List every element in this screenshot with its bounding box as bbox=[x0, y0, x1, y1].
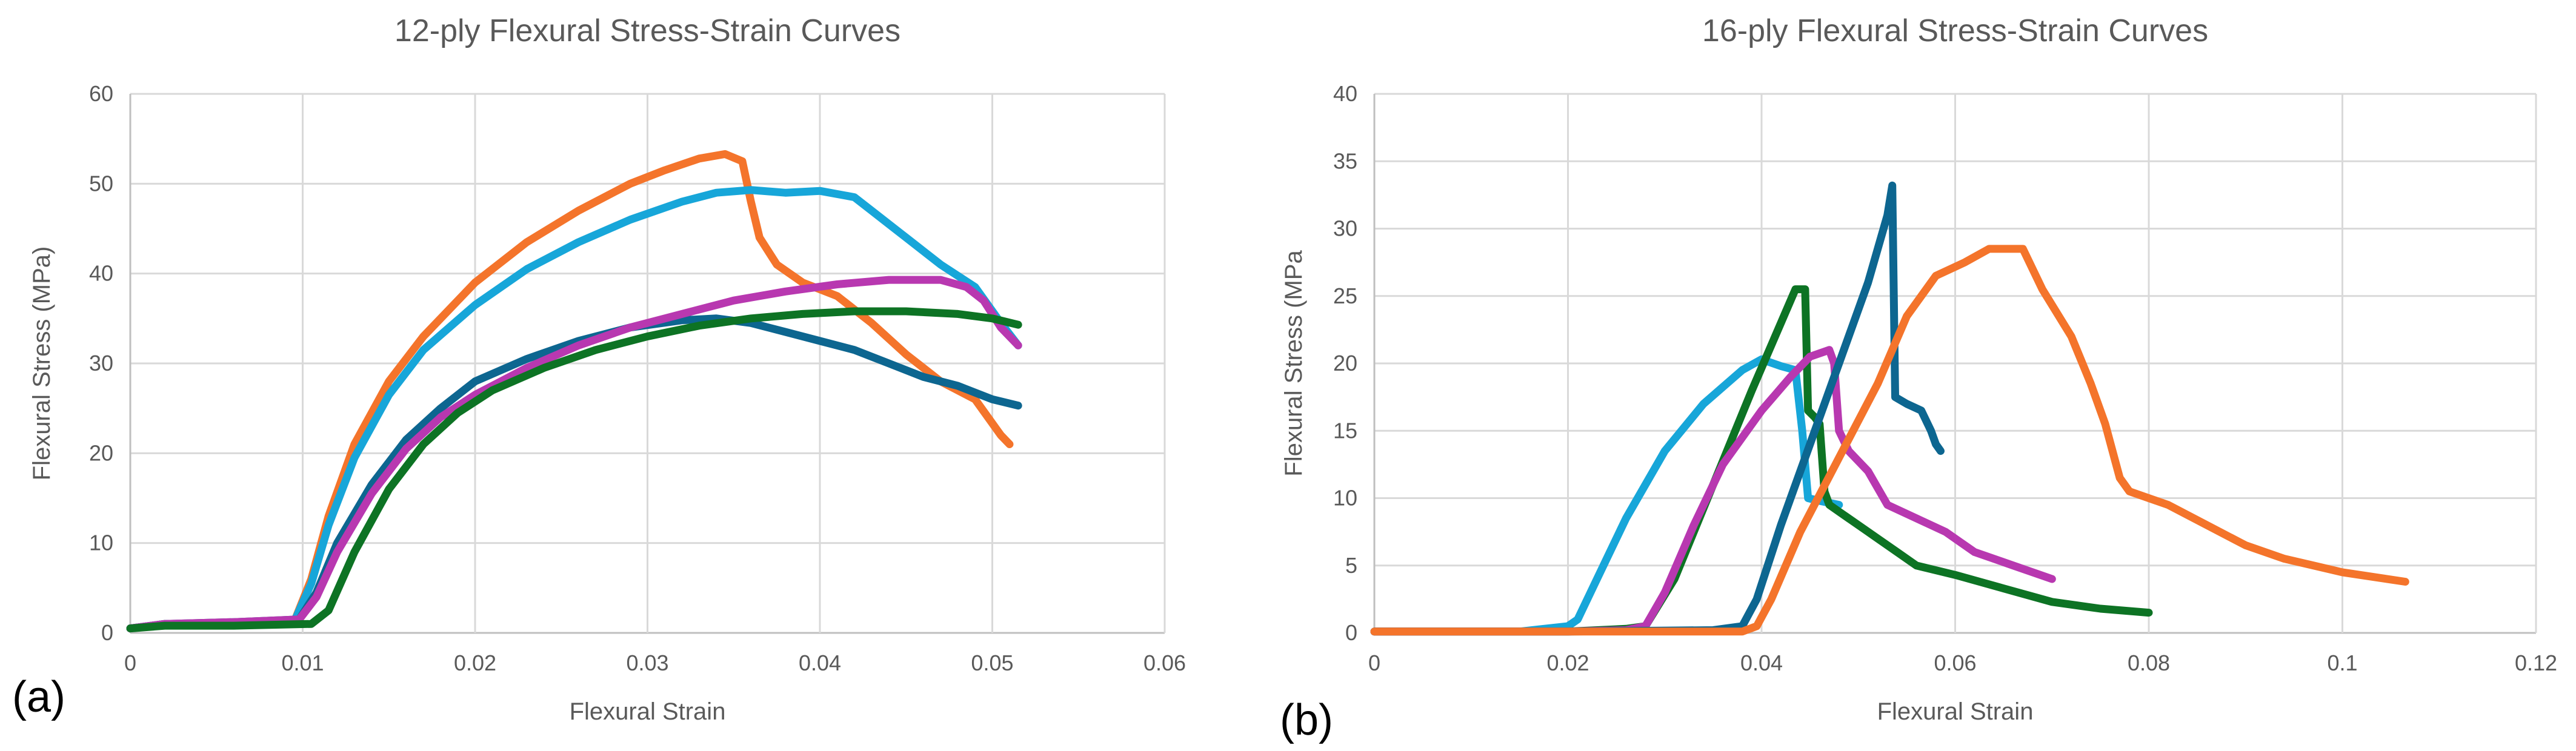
y-tick-label: 60 bbox=[89, 81, 113, 106]
panel-label: (a) bbox=[12, 673, 65, 721]
series-line-magenta bbox=[1370, 346, 2056, 636]
series-line-green bbox=[126, 307, 1022, 633]
y-tick-label: 40 bbox=[89, 261, 113, 286]
x-tick-label: 0.06 bbox=[1143, 650, 1186, 675]
x-tick-label: 0.02 bbox=[1546, 650, 1589, 675]
y-tick-label: 50 bbox=[89, 171, 113, 196]
y-tick-label: 25 bbox=[1333, 283, 1357, 308]
x-tick-label: 0.08 bbox=[2128, 650, 2170, 675]
x-tick-label: 0.04 bbox=[799, 650, 841, 675]
x-tick-label: 0.06 bbox=[1934, 650, 1976, 675]
x-tick-label: 0 bbox=[124, 650, 136, 675]
x-tick-label: 0.1 bbox=[2327, 650, 2357, 675]
y-axis-label: Flexural Stress (MPa) bbox=[28, 246, 55, 481]
chart-title: 16-ply Flexural Stress-Strain Curves bbox=[1702, 13, 2208, 48]
series-line-light-blue bbox=[126, 186, 1022, 633]
series-line-dark-blue bbox=[1370, 181, 1945, 636]
chart-12-ply: 0 10 20 30 40 50 60 0 0.01 0.02 0.03 0.04 0.05 0.06 12… bbox=[12, 13, 1186, 725]
y-tick-label: 5 bbox=[1345, 553, 1357, 578]
y-tick-label: 15 bbox=[1333, 418, 1357, 443]
y-tick-label: 20 bbox=[89, 440, 113, 465]
panel-label: (b) bbox=[1280, 696, 1333, 744]
y-tick-label: 20 bbox=[1333, 351, 1357, 375]
x-tick-label: 0.05 bbox=[971, 650, 1013, 675]
y-tick-label: 30 bbox=[1333, 216, 1357, 241]
x-tick-label: 0.03 bbox=[626, 650, 668, 675]
series-line-orange bbox=[126, 150, 1014, 633]
x-axis-label: Flexural Strain bbox=[1877, 698, 2034, 725]
x-tick-label: 0.02 bbox=[454, 650, 496, 675]
y-tick-label: 35 bbox=[1333, 148, 1357, 173]
x-tick-label: 0 bbox=[1368, 650, 1380, 675]
x-tick-label: 0.12 bbox=[2515, 650, 2557, 675]
series-line-magenta bbox=[126, 276, 1022, 633]
chart-title: 12-ply Flexural Stress-Strain Curves bbox=[394, 13, 900, 48]
y-tick-label: 10 bbox=[1333, 486, 1357, 511]
series-line-dark-blue bbox=[126, 314, 1022, 633]
x-tick-label: 0.01 bbox=[281, 650, 324, 675]
y-tick-label: 0 bbox=[101, 620, 113, 645]
y-tick-label: 10 bbox=[89, 531, 113, 555]
series-line-orange bbox=[1370, 245, 2409, 636]
y-tick-label: 0 bbox=[1345, 620, 1357, 645]
y-tick-label: 40 bbox=[1333, 81, 1357, 106]
x-tick-label: 0.04 bbox=[1740, 650, 1783, 675]
y-axis-label: Flexural Stress (MPa bbox=[1280, 250, 1307, 477]
chart-16-ply: 0 5 10 15 20 25 30 35 40 0 0.02 0.04 0.06 0.08 0.1 0.12… bbox=[1280, 13, 2557, 744]
x-axis-label: Flexural Strain bbox=[570, 698, 726, 725]
y-tick-label: 30 bbox=[89, 351, 113, 375]
